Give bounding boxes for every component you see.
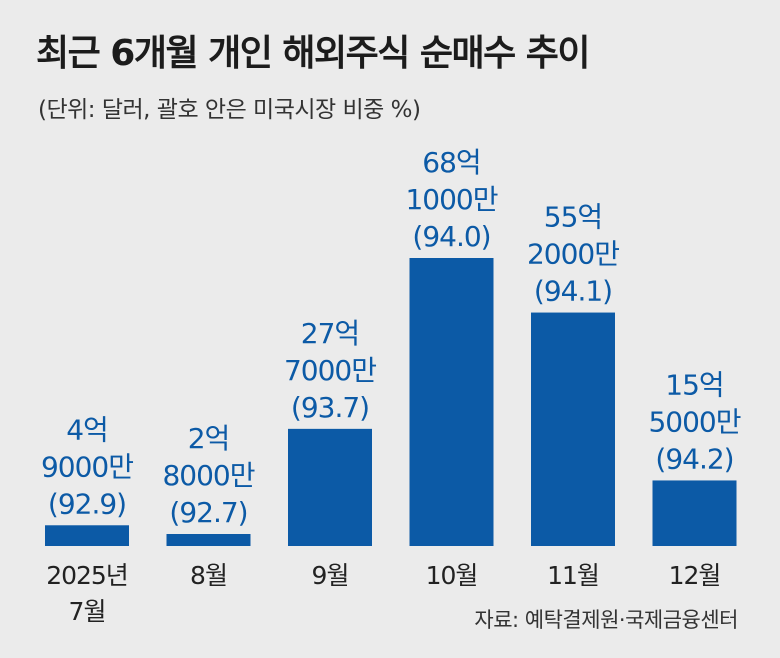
x-tick-label-2: 8월 [190,561,227,590]
data-label-6-line-1: 15억 [665,368,723,401]
data-label-4-line-1: 68억 [422,146,480,179]
data-label-1-line-1: 4억 [66,413,108,446]
data-label-6-line-2: 5000만 [648,405,740,438]
x-tick-label-5: 11월 [547,561,599,590]
data-label-4-line-2: 1000만 [405,183,497,216]
bar-3 [288,428,372,546]
data-label-3-line-3: (93.7) [291,391,369,424]
x-tick-label-4: 10월 [426,561,478,590]
source-note: 자료: 예탁결제원·국제금융센터 [474,608,738,632]
data-label-2-line-1: 2억 [188,422,230,455]
data-label-2-line-2: 8000만 [162,459,254,492]
bar-6 [652,480,737,546]
data-label-1-line-2: 9000만 [41,450,133,483]
data-label-4-line-3: (94.0) [412,220,490,253]
bar-1 [45,525,129,546]
data-label-2-line-3: (92.7) [169,496,247,529]
data-label-3-line-1: 27억 [301,317,359,350]
data-label-1-line-3: (92.9) [48,487,126,520]
bar-4 [409,258,494,546]
data-label-5-line-3: (94.1) [534,275,612,308]
data-label-5-line-1: 55억 [544,201,602,234]
bar-5 [531,312,615,546]
x-tick-label-3: 9월 [312,561,349,590]
data-label-6-line-3: (94.2) [655,442,733,475]
bar-2 [166,534,251,546]
x-tick-label-1-line-1: 2025년 [46,561,128,590]
chart-title: 최근 6개월 개인 해외주식 순매수 추이 [36,33,591,74]
data-label-3-line-2: 7000만 [284,354,376,387]
x-tick-label-1-line-2: 7월 [69,597,106,626]
x-tick-label-6: 12월 [669,561,721,590]
data-label-5-line-2: 2000만 [527,238,619,271]
chart-subtitle: (단위: 달러, 괄호 안은 미국시장 비중 %) [38,97,421,123]
